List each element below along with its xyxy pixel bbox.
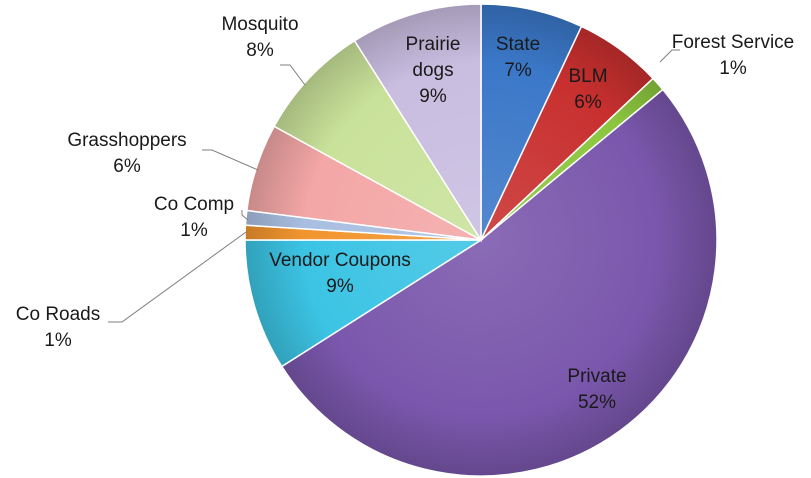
label-prairie-dogs: Prairie dogs 9% xyxy=(406,34,461,107)
leader-lines xyxy=(108,49,680,323)
label-line: Private xyxy=(567,366,626,387)
label-line: BLM xyxy=(568,66,607,87)
slice-prairie-dogs xyxy=(353,3,482,243)
label-line: 1% xyxy=(719,58,747,79)
label-line: 52% xyxy=(578,392,616,413)
leader-line-grasshoppers xyxy=(202,149,259,171)
leader-line-forest-service xyxy=(659,49,680,63)
label-line: 1% xyxy=(180,220,208,241)
label-line: Grasshoppers xyxy=(67,130,186,151)
label-private: Private 52% xyxy=(567,366,626,413)
label-line: Prairie xyxy=(406,34,461,55)
label-line: dogs xyxy=(412,60,453,81)
label-forest-service: Forest Service 1% xyxy=(672,32,794,79)
leader-line-co-comp xyxy=(241,210,249,221)
slice-labels: State 7% BLM 6% Forest Service 1% Private 52% Ve… xyxy=(16,14,794,413)
leader-line-mosquito xyxy=(280,64,306,86)
label-blm: BLM 6% xyxy=(568,66,607,113)
label-state: State 7% xyxy=(496,34,540,81)
label-vendor-coupons: Vendor Coupons 9% xyxy=(269,250,411,297)
label-line: 6% xyxy=(113,156,141,177)
label-line: Co Roads xyxy=(16,304,101,325)
label-mosquito: Mosquito 8% xyxy=(221,14,298,61)
label-line: 1% xyxy=(44,330,72,351)
slice-private xyxy=(280,88,718,477)
slice-vendor-coupons xyxy=(244,239,484,368)
label-line: 9% xyxy=(326,276,354,297)
label-line: State xyxy=(496,34,540,55)
label-co-roads: Co Roads 1% xyxy=(16,304,101,351)
label-line: Vendor Coupons xyxy=(269,250,411,271)
label-line: Co Comp xyxy=(154,194,234,215)
label-grasshoppers: Grasshoppers 6% xyxy=(67,130,186,177)
leader-line-co-roads xyxy=(108,231,247,323)
label-line: 6% xyxy=(574,92,602,113)
slice-state xyxy=(480,3,583,241)
label-line: 9% xyxy=(419,86,447,107)
pie-slices xyxy=(244,3,718,477)
label-line: 8% xyxy=(246,40,274,61)
label-line: 7% xyxy=(504,60,532,81)
label-co-comp: Co Comp 1% xyxy=(154,194,234,241)
slice-mosquito xyxy=(273,39,482,241)
label-line: Forest Service xyxy=(672,32,794,53)
label-line: Mosquito xyxy=(221,14,298,35)
